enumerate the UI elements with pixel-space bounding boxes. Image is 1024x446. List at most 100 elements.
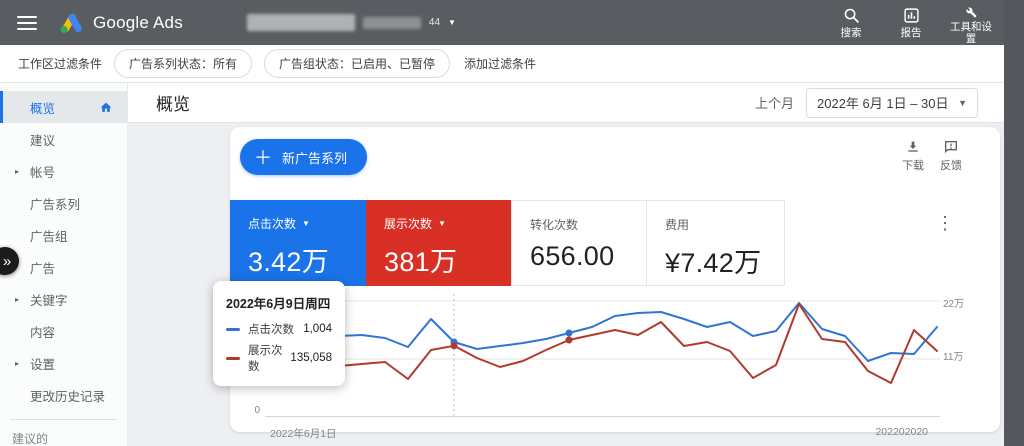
account-id-suffix: 44 (428, 17, 441, 28)
account-selector[interactable]: 44 ▼ (246, 14, 456, 31)
topbar: Google Ads 44 ▼ 搜索 (0, 0, 1024, 45)
sidebar-item-label: 概览 (30, 101, 56, 116)
sidebar-item-campaigns[interactable]: 广告系列 (0, 187, 127, 219)
expand-arrow-icon[interactable]: ▸ (15, 166, 20, 176)
metric-label: 展示次数 (384, 217, 433, 231)
card-actions: 下载 反馈 (902, 139, 962, 173)
reports-nav-label: 报告 (900, 27, 922, 39)
date-range-preset-label: 上个月 (754, 96, 794, 111)
sidebar-item-recommendations[interactable]: 建议 (0, 123, 127, 155)
sidebar-item-keywords[interactable]: ▸ 关键字 (0, 283, 127, 315)
chevron-down-icon: ▼ (438, 219, 446, 228)
metric-label: 转化次数 (530, 218, 579, 232)
sidebar-item-content[interactable]: 内容 (0, 315, 127, 347)
y-axis-tick-right: 22万 (943, 299, 965, 310)
sidebar-item-account[interactable]: ▸ 帐号 (0, 155, 127, 187)
add-filter-link[interactable]: 添加过滤条件 (464, 57, 537, 71)
sidebar-item-label: 建议 (30, 133, 56, 148)
filter-pill-campaign-status[interactable]: 广告系列状态：所有 (114, 49, 253, 78)
tooltip-value: 1,004 (303, 323, 332, 335)
google-ads-logo-icon (60, 13, 82, 33)
metric-value: 656.00 (530, 241, 615, 271)
new-campaign-button[interactable]: ＋ 新广告系列 (240, 139, 368, 175)
page-title: 概览 (156, 95, 190, 114)
page-header: 概览 上个月 2022年 6月 1日 – 30日 ▼ (128, 83, 1004, 123)
sidebar-item-label: 设置 (30, 357, 56, 372)
chart-svg (265, 294, 940, 417)
sidebar-item-label: 内容 (30, 325, 56, 340)
date-range-value: 2022年 6月 1日 – 30日 (817, 96, 949, 111)
wrench-icon (965, 7, 977, 18)
metric-value: ¥7.42万 (665, 248, 762, 278)
metric-label: 点击次数 (248, 217, 297, 231)
reports-nav-button[interactable]: 报告 (888, 0, 934, 45)
tooltip-label: 展示次数 (248, 345, 283, 373)
tooltip-date: 2022年6月9日周四 (226, 297, 331, 311)
search-nav-button[interactable]: 搜索 (828, 0, 874, 45)
y-axis-tick-right: 11万 (943, 352, 964, 363)
metric-tile-conversions[interactable]: 转化次数 656.00 (511, 200, 647, 286)
sidebar-item-change-history[interactable]: 更改历史记录 (0, 379, 127, 411)
feedback-label: 反馈 (940, 160, 962, 172)
filter-bar-label: 工作区过滤条件 (18, 57, 103, 71)
feedback-icon (945, 141, 957, 154)
account-name-redacted (246, 14, 355, 31)
impressions-series-swatch (226, 356, 240, 360)
sidebar-item-ads[interactable]: 广告 (0, 251, 127, 283)
google-ads-logo[interactable]: Google Ads (59, 12, 183, 34)
sidebar-divider (10, 419, 117, 420)
metric-tile-impressions[interactable]: 展示次数 ▼ 381万 (366, 200, 511, 286)
overview-card: ＋ 新广告系列 下载 (213, 127, 1000, 440)
download-icon (908, 141, 918, 152)
sidebar-item-overview[interactable]: 概览 (0, 91, 127, 123)
new-campaign-label: 新广告系列 (282, 150, 348, 166)
sidebar-item-label: 帐号 (30, 165, 56, 180)
topbar-nav: 搜索 报告 工具和设置 (828, 0, 994, 45)
sidebar-item-label: 广告系列 (30, 197, 81, 212)
chevron-down-icon: ▼ (958, 97, 967, 108)
tools-nav-label: 工具和设置 (950, 21, 992, 45)
floating-expand-badge[interactable]: » (0, 247, 19, 275)
search-nav-label: 搜索 (840, 27, 862, 39)
tools-nav-button[interactable]: 工具和设置 (948, 0, 994, 45)
product-name: Google Ads (93, 12, 183, 32)
expand-arrow-icon[interactable]: ▸ (15, 294, 20, 304)
chevron-down-icon: ▼ (302, 219, 310, 228)
tooltip-row-impressions: 展示次数 135,058 (226, 342, 332, 374)
expand-arrow-icon[interactable]: ▸ (15, 358, 20, 368)
x-axis-label-end: 202202020 (875, 426, 928, 438)
filter-pill-adgroup-status[interactable]: 广告组状态：已启用、已暂停 (264, 49, 451, 78)
plus-icon: ＋ (254, 148, 272, 168)
sidebar-item-label: 关键字 (30, 293, 68, 308)
filter-bar: 工作区过滤条件 广告系列状态：所有 广告组状态：已启用、已暂停 添加过滤条件 (0, 45, 1004, 83)
chart-tooltip: 2022年6月9日周四 点击次数 1,004 展示次数 135,058 (213, 281, 345, 386)
tooltip-value: 135,058 (290, 352, 332, 364)
home-icon (99, 101, 113, 114)
performance-chart[interactable]: 750 0 22万 11万 2022年6月1日 202202020 2022年6… (213, 281, 1000, 446)
sidebar-item-label: 广告 (30, 261, 56, 276)
metric-tile-cost[interactable]: 费用 ¥7.42万 (646, 200, 785, 286)
sidebar-item-settings[interactable]: ▸ 设置 (0, 347, 127, 379)
sidebar-item-ad-groups[interactable]: 广告组 (0, 219, 127, 251)
download-button[interactable]: 下载 (902, 139, 924, 173)
account-id-redacted (362, 16, 421, 29)
more-options-icon[interactable]: ⋮ (936, 213, 954, 233)
tooltip-row-clicks: 点击次数 1,004 (226, 321, 332, 337)
main-panel: 概览 上个月 2022年 6月 1日 – 30日 ▼ ＋ 新广告系列 (128, 83, 1004, 446)
date-range-selector[interactable]: 2022年 6月 1日 – 30日 ▼ (806, 87, 978, 118)
chart-plot[interactable] (265, 294, 940, 417)
metric-tile-clicks[interactable]: 点击次数 ▼ 3.42万 (230, 200, 366, 286)
window-edge (1004, 0, 1024, 446)
sidebar-section-label: 建议的 (12, 431, 49, 446)
metric-tiles: 点击次数 ▼ 3.42万 展示次数 ▼ 381万 转化次数 656.00 费用 (230, 200, 1000, 286)
download-label: 下载 (902, 160, 924, 172)
feedback-button[interactable]: 反馈 (940, 139, 962, 173)
x-axis-label-start: 2022年6月1日 (270, 428, 337, 440)
card-toolbar: ＋ 新广告系列 下载 (230, 127, 1000, 187)
metric-value: 3.42万 (248, 247, 330, 277)
menu-icon[interactable] (17, 15, 37, 30)
search-icon (844, 8, 859, 23)
